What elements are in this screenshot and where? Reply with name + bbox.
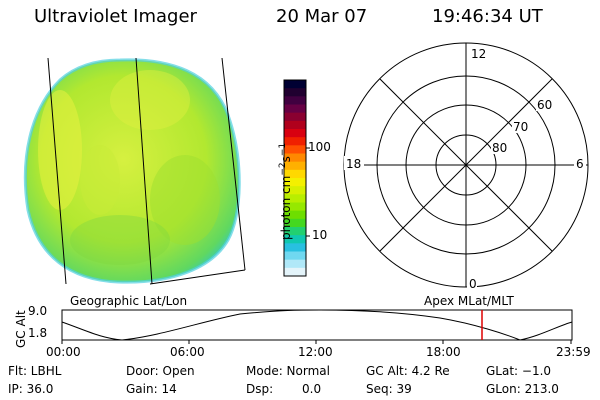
colorbar-tick-100: 100 — [308, 140, 331, 154]
lat-label-60: 60 — [537, 98, 552, 112]
instrument-title: Ultraviolet Imager — [34, 6, 197, 27]
colorbar-swatch — [284, 267, 306, 277]
gc-alt-status: GC Alt: 4.2 Re — [366, 364, 450, 378]
colorbar-swatch — [284, 169, 306, 179]
strip-xtick-0600: 06:00 — [170, 345, 205, 359]
colorbar-swatch — [284, 178, 306, 187]
lat-label-70: 70 — [513, 120, 528, 134]
strip-xtick-2359: 23:59 — [556, 345, 591, 359]
colorbar-swatch — [284, 251, 306, 261]
strip-xtick-1800: 18:00 — [426, 345, 461, 359]
colorbar-swatch — [284, 145, 306, 154]
colorbar-swatch — [284, 194, 306, 203]
image-time: 19:46:34 UT — [432, 6, 543, 27]
strip-xtick-1200: 12:00 — [298, 345, 333, 359]
colorbar-swatch — [284, 161, 306, 171]
colorbar-swatch — [284, 153, 306, 163]
filter-status: Flt: LBHL — [8, 364, 62, 378]
colorbar-swatch — [284, 112, 306, 122]
colorbar-swatch — [284, 137, 306, 146]
colorbar-swatch — [284, 235, 306, 244]
mode-status: Mode: Normal — [246, 364, 330, 378]
mlt-label-18: 18 — [346, 157, 361, 171]
colorbar-swatch — [284, 243, 306, 252]
mlt-label-6: 6 — [576, 157, 584, 171]
gain-status: Gain: 14 — [126, 382, 177, 396]
mlt-label-12: 12 — [471, 47, 486, 61]
geographic-title: Geographic Lat/Lon — [70, 294, 188, 308]
apex-title: Apex MLat/MLT — [424, 294, 514, 308]
colorbar-swatch — [284, 88, 306, 97]
colorbar-swatch — [284, 120, 306, 130]
colorbar-swatch — [284, 186, 306, 195]
colorbar-swatch — [284, 96, 306, 105]
seq-status: Seq: 39 — [366, 382, 412, 396]
glon-status: GLon: 213.0 — [486, 382, 559, 396]
dsp-value: 0.0 — [302, 382, 322, 396]
door-status: Door: Open — [126, 364, 195, 378]
colorbar — [283, 79, 310, 277]
colorbar-swatch — [284, 259, 306, 269]
colorbar-tick-10: 10 — [312, 228, 328, 242]
lat-label-80: 80 — [492, 141, 507, 155]
strip-ytick-bottom: 1.8 — [28, 326, 48, 340]
colorbar-swatch — [284, 80, 306, 89]
ip-status: IP: 36.0 — [8, 382, 54, 396]
glat-status: GLat: −1.0 — [486, 364, 552, 378]
colorbar-swatch — [284, 218, 306, 228]
colorbar-swatch — [284, 227, 306, 236]
strip-xtick-0000: 00:00 — [46, 345, 81, 359]
dsp-label: Dsp: — [246, 382, 274, 396]
colorbar-swatch — [284, 104, 306, 114]
image-date: 20 Mar 07 — [276, 6, 368, 27]
mlt-label-0: 0 — [469, 277, 477, 291]
colorbar-swatch — [284, 210, 306, 220]
colorbar-swatch — [284, 202, 306, 212]
strip-ytick-top: 9.0 — [28, 304, 48, 318]
colorbar-swatch — [284, 129, 306, 138]
